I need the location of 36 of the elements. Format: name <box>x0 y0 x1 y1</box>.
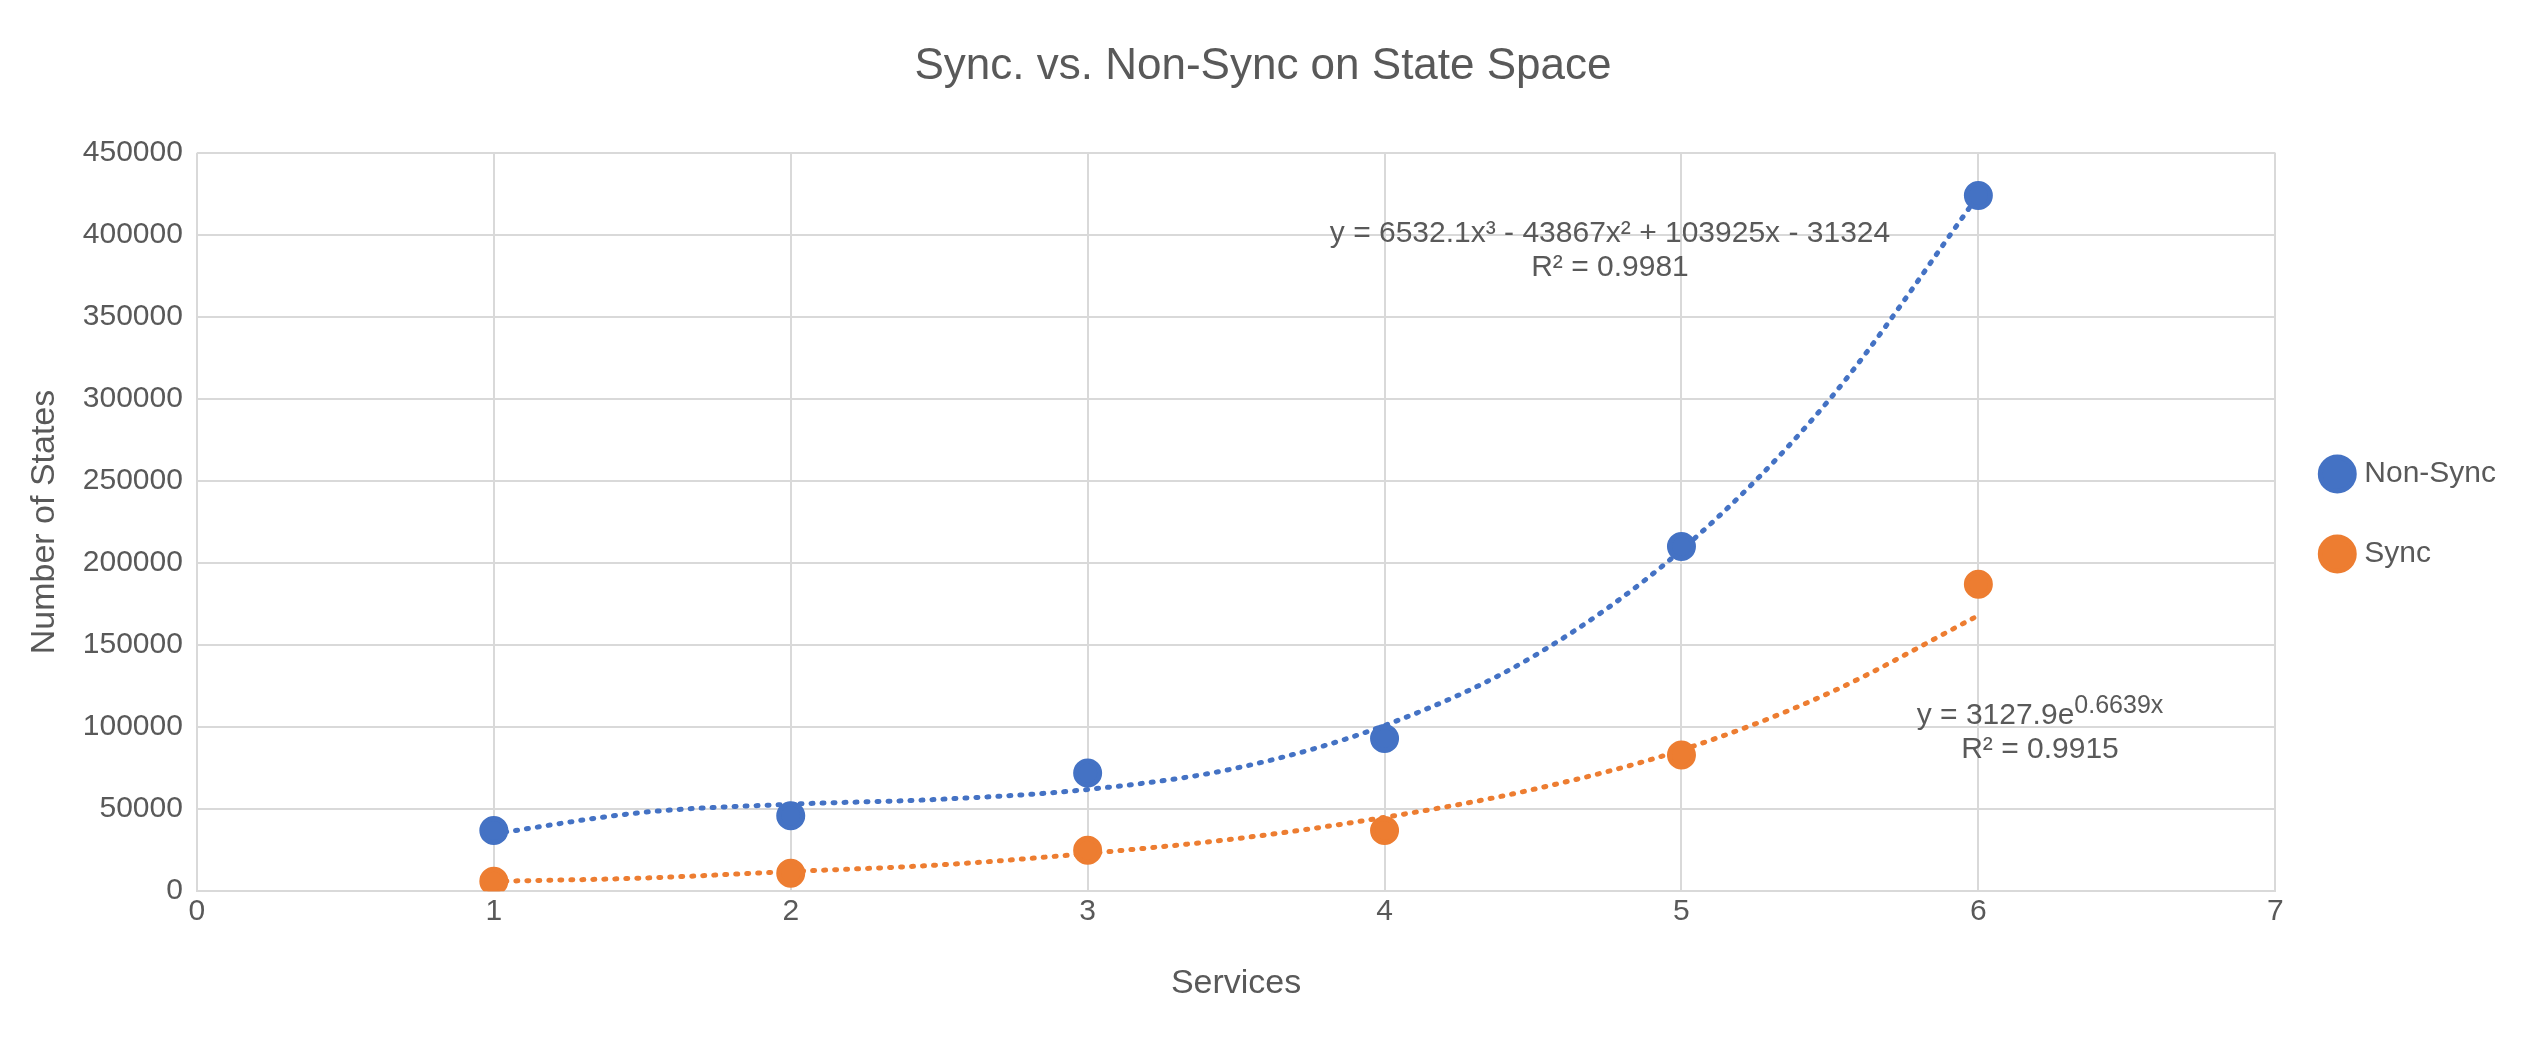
y-tick-label: 400000 <box>82 216 183 250</box>
x-tick-label: 5 <box>1673 893 1690 927</box>
point <box>1963 569 1993 599</box>
y-tick-label: 150000 <box>82 626 183 660</box>
x-tick-label: 0 <box>188 893 206 927</box>
x-axis-title: Services <box>1170 961 1302 1000</box>
y-tick-label: 450000 <box>82 134 183 168</box>
annotation: y = 3127.9e$^{0.6639x}$ R² = 0.9915 <box>1916 690 2164 765</box>
legend-label: Sync <box>2364 535 2431 569</box>
point <box>1073 835 1103 865</box>
y-tick-label: 0 <box>166 872 183 906</box>
x-tick-label: 6 <box>1970 893 1987 927</box>
x-tick-label: 4 <box>1376 893 1393 927</box>
point <box>1370 815 1400 845</box>
y-tick-label: 300000 <box>82 380 183 414</box>
annotation: y = 6532.1x³ - 43867x² + 103925x - 31324 R² = 0.9981 <box>1329 215 1891 283</box>
point <box>1370 724 1400 754</box>
point <box>1666 740 1696 770</box>
y-tick-label: 50000 <box>99 790 183 824</box>
point <box>1666 532 1696 562</box>
chart-title: Sync. vs. Non-Sync on State Space <box>914 38 1612 88</box>
x-tick-label: 2 <box>782 893 800 927</box>
y-tick-label: 100000 <box>82 708 183 742</box>
y-tick-label: 350000 <box>82 298 183 332</box>
x-tick-label: 3 <box>1079 893 1096 927</box>
legend-label: Non-Sync <box>2364 455 2496 489</box>
point <box>776 801 806 831</box>
x-tick-label: 1 <box>485 893 503 927</box>
x-tick-label: 7 <box>2266 893 2284 927</box>
point <box>1963 180 1993 210</box>
point <box>776 858 806 888</box>
y-tick-label: 200000 <box>82 544 183 578</box>
point <box>479 815 509 845</box>
point <box>1073 758 1103 788</box>
y-axis-title: Number of States <box>22 389 61 655</box>
y-tick-label: 250000 <box>82 462 183 496</box>
